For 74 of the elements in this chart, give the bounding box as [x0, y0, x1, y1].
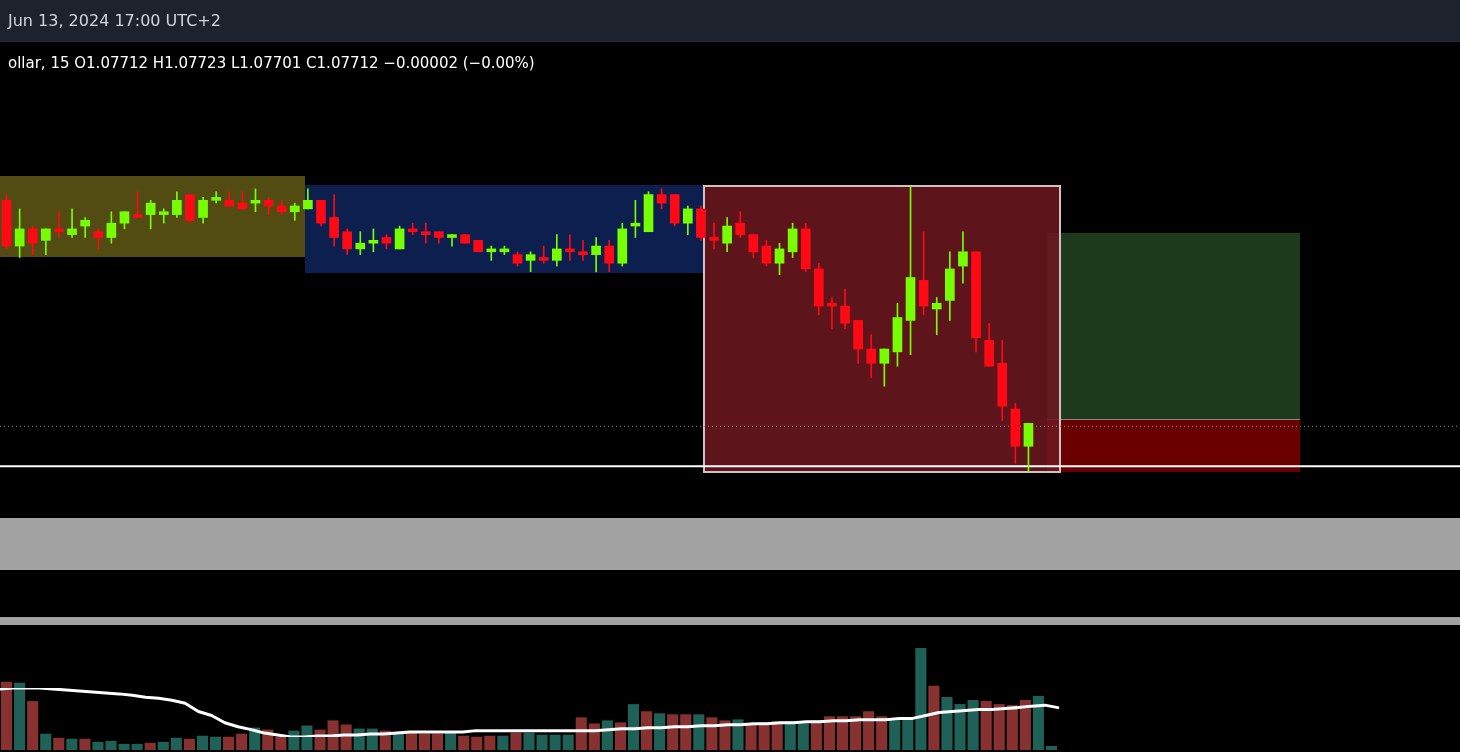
bar — [288, 730, 300, 750]
bar — [706, 717, 718, 750]
bar — [536, 734, 548, 750]
bar — [876, 716, 888, 750]
bar — [902, 719, 914, 750]
bar — [209, 736, 222, 750]
bar — [863, 711, 875, 750]
bar — [432, 733, 444, 750]
bar — [654, 713, 666, 750]
bar — [889, 719, 901, 750]
bar — [693, 714, 705, 750]
bar — [66, 738, 78, 750]
bar — [327, 720, 339, 750]
candlestick — [709, 222, 719, 250]
bar — [549, 734, 561, 750]
bar — [53, 737, 65, 750]
bar — [157, 741, 169, 750]
bar — [458, 735, 470, 750]
bar — [170, 737, 182, 750]
bar — [667, 714, 679, 750]
bar — [510, 732, 522, 750]
bar — [118, 743, 130, 750]
bar — [993, 704, 1005, 750]
bar — [1045, 745, 1058, 750]
bar — [484, 735, 496, 750]
bar — [301, 725, 313, 750]
bar — [1019, 700, 1031, 750]
bar — [445, 732, 457, 750]
bar — [575, 717, 587, 750]
candlestick — [67, 208, 77, 238]
bar — [14, 682, 26, 750]
bar — [79, 738, 91, 750]
bar — [1006, 705, 1018, 750]
bar — [719, 720, 731, 750]
bar — [562, 734, 574, 750]
bar — [275, 736, 287, 750]
bar — [797, 723, 809, 750]
candlestick — [931, 297, 942, 336]
bar — [314, 729, 326, 750]
bar — [418, 733, 431, 750]
bar — [183, 738, 195, 750]
bar — [27, 701, 39, 750]
bar — [497, 735, 509, 750]
candlestick — [420, 222, 431, 244]
bar — [144, 742, 156, 750]
chart-subtitle: ollar, 15 O1.07712 H1.07723 L1.07701 C1.07712 −0.00002 (−0.00%) — [8, 54, 535, 72]
chart-title: Jun 13, 2024 17:00 UTC+2 — [8, 11, 221, 30]
bar — [849, 716, 862, 750]
bar — [40, 733, 52, 750]
candlestick — [355, 231, 366, 255]
bar — [967, 700, 979, 750]
bar — [627, 704, 640, 750]
bar — [980, 701, 992, 750]
bar — [745, 723, 757, 750]
bar — [471, 736, 483, 750]
bar — [236, 733, 248, 750]
bar — [928, 685, 940, 750]
bar — [680, 714, 692, 750]
bar — [223, 736, 235, 750]
bar — [196, 735, 209, 750]
bar — [732, 719, 744, 750]
bar — [836, 716, 849, 750]
bar — [131, 743, 143, 750]
candlestick — [578, 240, 588, 261]
bar — [823, 716, 835, 750]
candlestick — [591, 237, 601, 273]
bar — [915, 648, 927, 750]
bar — [810, 720, 822, 750]
candlestick — [538, 245, 549, 264]
bar — [0, 681, 13, 750]
bar — [1032, 695, 1044, 750]
bar — [523, 732, 535, 750]
bar — [641, 711, 653, 750]
bar — [405, 732, 417, 750]
